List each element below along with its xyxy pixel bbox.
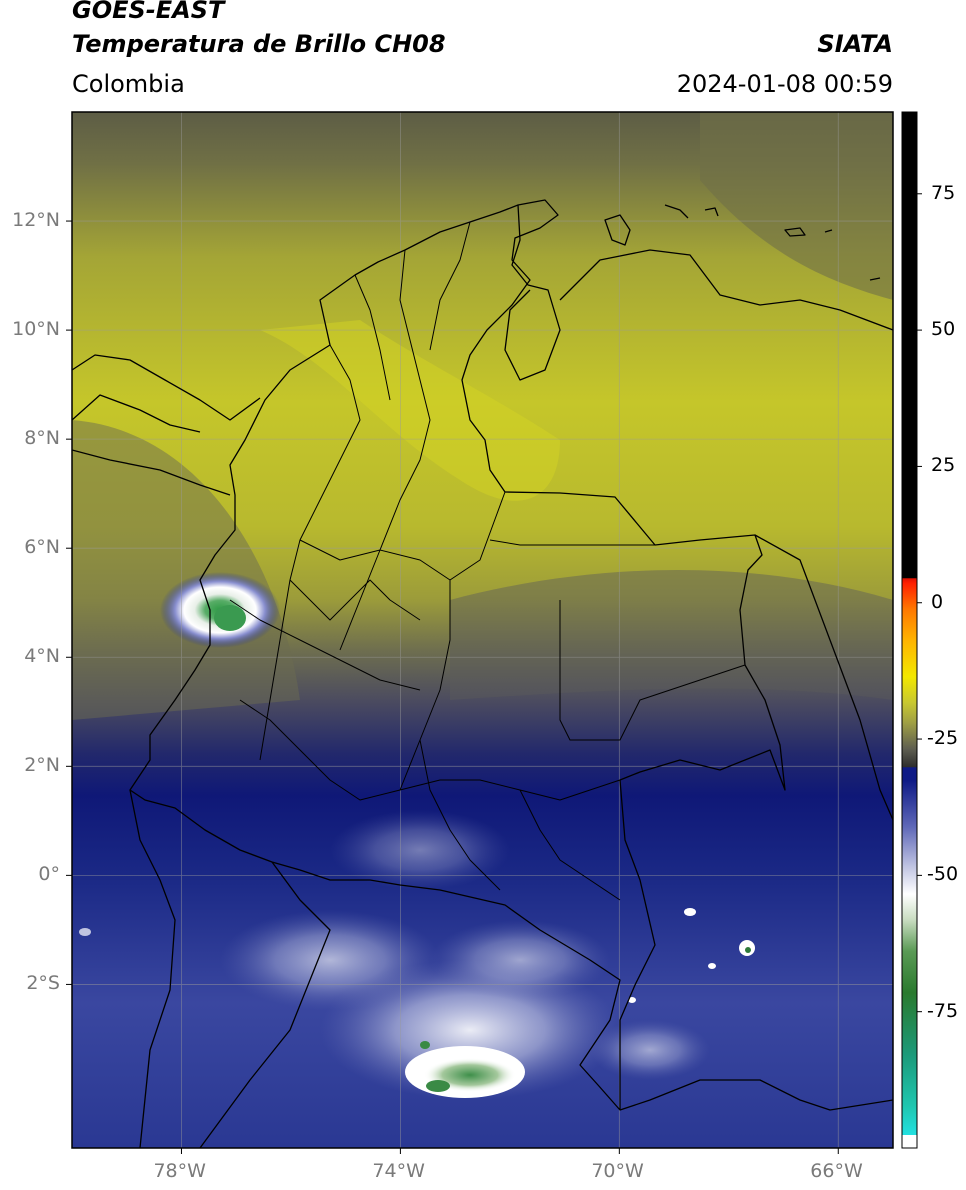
cold-core-south-dot (426, 1080, 450, 1092)
lat-tick-label: 2°S (26, 972, 60, 995)
lat-tick-label: 6°N (24, 536, 60, 559)
colorbar-tick-label: -25 (927, 727, 959, 750)
cold-core-small (420, 1041, 430, 1049)
agency-label: SIATA (817, 30, 893, 58)
small-cell-west (79, 928, 91, 936)
lat-tick-label: 10°N (12, 318, 60, 341)
small-cell-east-core (745, 947, 751, 953)
caribbean-islands (604, 204, 881, 281)
small-cell-east-2 (684, 908, 696, 916)
brazil-border (619, 1079, 893, 1111)
lon-tick-label: 78°W (153, 1160, 206, 1182)
department-lines (229, 221, 746, 901)
cloud-patch-central (330, 810, 510, 890)
cloud-patch-southeast (590, 1020, 710, 1080)
lat-tick-label: 2°N (24, 754, 60, 777)
peru-border (199, 861, 331, 1148)
datetime-label: 2024-01-08 00:59 (676, 70, 893, 98)
lon-tick-label: 74°W (372, 1160, 425, 1182)
colorbar-tick-label: 50 (931, 318, 956, 341)
satellite-image (72, 112, 893, 1148)
colorbar-ticks (917, 193, 922, 1013)
cloud-patch-southwest (220, 910, 440, 1010)
colorbar (901, 111, 922, 1149)
colorbar-tick-label: 75 (931, 181, 956, 204)
lon-tick-label: 70°W (591, 1160, 644, 1182)
satellite-title: GOES-EAST (72, 0, 225, 24)
product-title: Temperatura de Brillo CH08 (72, 30, 446, 58)
axis-ticks (66, 220, 839, 1154)
region-label: Colombia (72, 70, 185, 98)
warm-clear-region (260, 320, 560, 501)
dark-cloud-band-ne (700, 112, 893, 300)
map-frame (71, 111, 894, 1149)
colorbar-frame (901, 111, 918, 1149)
small-cell-east-3 (708, 963, 716, 969)
colorbar-tick-label: 25 (931, 454, 956, 477)
gridlines (72, 112, 893, 1148)
small-cell-east-4 (628, 997, 636, 1003)
venezuela-coast (504, 204, 893, 381)
lat-tick-label: 8°N (24, 427, 60, 450)
lat-tick-label: 4°N (24, 645, 60, 668)
colorbar-gradient (902, 112, 917, 1148)
panama-coast (72, 354, 261, 433)
boundaries (72, 199, 893, 1148)
lat-tick-label: 12°N (12, 209, 60, 232)
colorbar-tick-label: 0 (931, 590, 944, 613)
colorbar-tick-label: -75 (927, 999, 959, 1022)
cold-core-pacific (214, 605, 246, 631)
coast-nw (72, 449, 231, 496)
lon-tick-label: 66°W (810, 1160, 863, 1182)
lat-tick-label: 0° (38, 863, 60, 886)
colorbar-tick-label: -50 (927, 863, 959, 886)
dark-cloud-band-east (450, 570, 893, 700)
ecuador-border (129, 789, 176, 1148)
venezuela-south-border (754, 534, 893, 821)
cloud-patch-south-central (430, 920, 610, 1000)
